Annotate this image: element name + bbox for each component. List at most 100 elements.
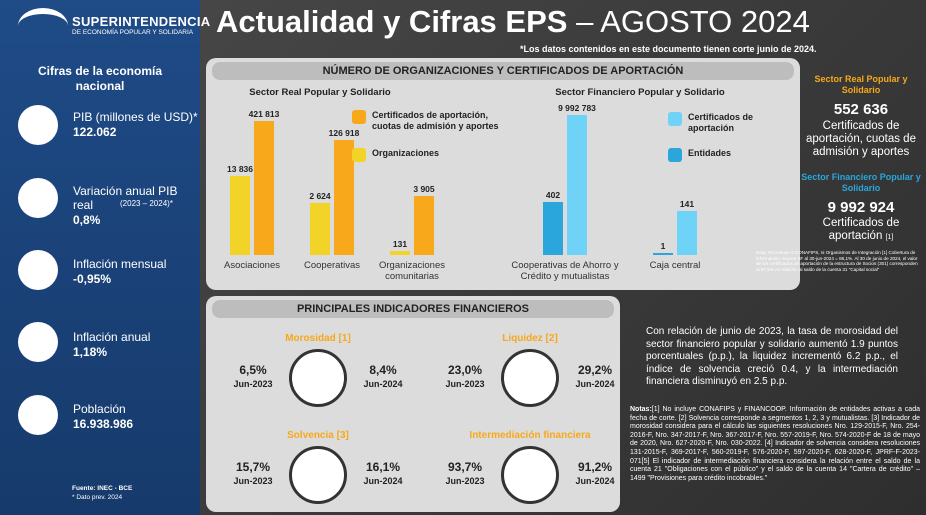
indicator-note: (2023 – 2024)*	[120, 199, 173, 208]
indicator-period: Jun-2023	[445, 476, 485, 486]
indicator-name: Morosidad [1]	[285, 333, 351, 344]
legend-label: Certificados de aportación, cuotas de ad…	[372, 110, 499, 131]
chart-title: Sector Financiero Popular y Solidario	[555, 87, 725, 98]
indicator-period: Jun-2023	[233, 379, 273, 389]
sidebar: SUPERINTENDENCIA DE ECONOMÍA POPULAR Y S…	[0, 0, 210, 515]
indicator-label: Población	[73, 402, 126, 416]
summary-value: 9 992 924	[827, 199, 895, 216]
indicator-value: 23,0%	[447, 363, 483, 377]
indicator-icon	[289, 446, 347, 504]
summary-label: Certificados de aportación	[822, 217, 900, 242]
bar	[230, 175, 250, 255]
organizations-panel: NÚMERO DE ORGANIZACIONES Y CERTIFICADOS …	[206, 58, 800, 290]
indicator-icon	[289, 349, 347, 407]
indicator-period: Jun-2023	[445, 379, 485, 389]
legend-swatch	[352, 110, 366, 124]
value-label: 402	[545, 189, 561, 200]
population-icon	[18, 395, 58, 435]
title-date: – AGOSTO 2024	[576, 4, 810, 39]
basket-icon	[18, 250, 58, 290]
indicators-summary: Con relación de junio de 2023, la tasa d…	[646, 326, 898, 387]
indicator-value: 29,2%	[577, 363, 613, 377]
indicator-period: Jun-2024	[575, 476, 615, 486]
indicator-label: PIB (millones de USD)*	[73, 110, 198, 124]
summary-heading: Sector Financiero Popular y Solidario	[801, 172, 921, 193]
indicator-name: Liquidez [2]	[502, 333, 558, 344]
value-label: 421 813	[248, 109, 280, 120]
notes-text: [1] No incluye CONAFIPS y FINANCOOP. Inf…	[630, 406, 920, 482]
indicator-value: 0,8%	[73, 213, 101, 227]
indicator-value: 16.938.986	[73, 417, 134, 431]
logo-subtitle: DE ECONOMÍA POPULAR Y SOLIDARIA	[72, 29, 194, 36]
sidebar-heading: Cifras de la economía nacional	[37, 64, 163, 93]
logo-title: SUPERINTENDENCIA	[72, 14, 211, 29]
category-label: Cooperativas	[304, 260, 360, 271]
source-note: * Dato prev. 2024	[72, 494, 123, 501]
indicator-value: 16,1%	[365, 460, 401, 474]
bar	[543, 201, 563, 255]
summary-note: Nota: No incluye a CONAFIPS, ni Organism…	[756, 250, 918, 272]
indicator-value: 1,18%	[73, 345, 108, 359]
bar	[567, 115, 587, 255]
page-title: Actualidad y Cifras EPS – AGOSTO 2024	[216, 4, 810, 40]
indicator-value: 93,7%	[447, 460, 483, 474]
cart-icon	[18, 322, 58, 362]
indicator-period: Jun-2024	[363, 476, 403, 486]
bar	[414, 196, 434, 255]
bar	[254, 121, 274, 255]
indicator-label: Inflación anual	[73, 330, 151, 344]
bar	[390, 250, 410, 255]
growth-icon	[18, 178, 58, 218]
value-label: 2 624	[309, 190, 331, 201]
panel-title: PRINCIPALES INDICADORES FINANCIEROS	[212, 300, 614, 318]
legend-label: Certificados de aportación	[688, 112, 754, 133]
source: Fuente: INEC - BCE	[72, 485, 133, 492]
summary-text: Certificados de aportación [1]	[800, 217, 922, 244]
summary-value: 552 636	[833, 101, 889, 118]
indicator-icon	[501, 446, 559, 504]
value-label: 3 905	[413, 184, 435, 195]
bar	[334, 140, 354, 255]
category-label: Organizaciones comunitarias	[378, 260, 445, 282]
notes-label: Notas:	[630, 406, 652, 413]
indicators-notes: Notas:[1] No incluye CONAFIPS y FINANCOO…	[630, 406, 920, 483]
title-main: Actualidad y Cifras EPS	[216, 4, 568, 39]
panel-title: NÚMERO DE ORGANIZACIONES Y CERTIFICADOS …	[212, 62, 794, 80]
indicator-value: 8,4%	[369, 363, 397, 377]
legend-swatch	[352, 148, 366, 162]
summary-ref: [1]	[885, 234, 894, 241]
bar	[677, 210, 697, 255]
value-label: 126 918	[328, 128, 360, 139]
value-label: 9 992 783	[558, 103, 596, 113]
indicator-label: Variación anual PIB real	[73, 184, 178, 212]
header-note: *Los datos contenidos en este documento …	[520, 44, 817, 54]
value-label: 13 836	[227, 163, 253, 174]
category-label: Asociaciones	[224, 260, 280, 271]
indicator-value: -0,95%	[73, 272, 112, 286]
legend-swatch	[668, 148, 682, 162]
value-label: 131	[392, 238, 408, 249]
bar	[653, 253, 673, 255]
value-label: 1	[660, 241, 666, 252]
indicator-value: 15,7%	[235, 460, 271, 474]
logo-icon	[18, 8, 68, 44]
summary-text: Certificados de aportación, cuotas de ad…	[806, 120, 916, 158]
legend-label: Organizaciones	[372, 148, 440, 158]
indicator-period: Jun-2024	[575, 379, 615, 389]
category-label: Caja central	[649, 260, 701, 271]
indicator-name: Intermediación financiera	[469, 430, 591, 441]
value-label: 141	[679, 198, 695, 209]
indicator-label: Inflación mensual	[73, 257, 167, 271]
indicator-value: 6,5%	[239, 363, 267, 377]
indicator-period: Jun-2023	[233, 476, 273, 486]
category-label: Cooperativas de Ahorro y Crédito y mutua…	[511, 260, 619, 282]
indicator-cards: Morosidad [1] 6,5% Jun-2023 8,4% Jun-2024 Liq…	[0, 0, 615, 504]
indicator-icon	[501, 349, 559, 407]
legend-label: Entidades	[688, 148, 732, 158]
bar	[310, 202, 330, 255]
indicator-value: 122.062	[73, 125, 117, 139]
indicator-value: 91,2%	[577, 460, 613, 474]
legend-swatch	[668, 112, 682, 126]
